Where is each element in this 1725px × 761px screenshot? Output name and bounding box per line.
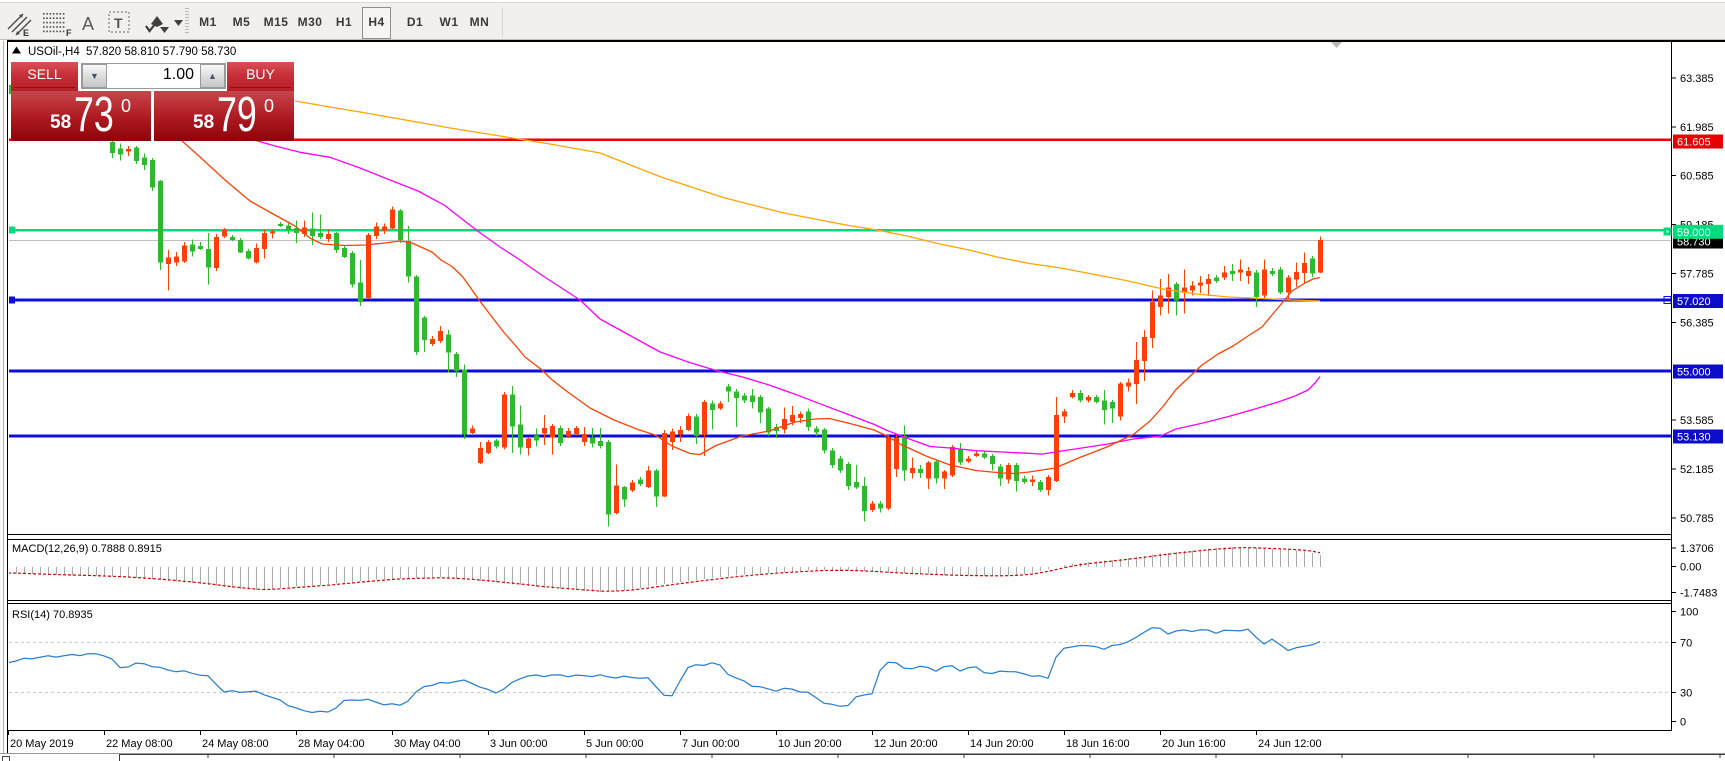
svg-text:100: 100 xyxy=(1680,607,1698,619)
svg-text:RSI(14) 70.8935: RSI(14) 70.8935 xyxy=(12,609,93,621)
svg-text:70: 70 xyxy=(1680,637,1692,649)
svg-text:61.985: 61.985 xyxy=(1680,122,1714,134)
svg-text:5 Jun 00:00: 5 Jun 00:00 xyxy=(586,738,644,750)
svg-text:12 Jun 20:00: 12 Jun 20:00 xyxy=(874,738,938,750)
svg-text:0.00: 0.00 xyxy=(1680,562,1701,574)
svg-text:1.3706: 1.3706 xyxy=(1680,543,1714,555)
svg-text:20 May 2019: 20 May 2019 xyxy=(10,738,74,750)
svg-text:24 Jun 12:00: 24 Jun 12:00 xyxy=(1258,738,1322,750)
svg-text:57.820 58.810 57.790 58.730: 57.820 58.810 57.790 58.730 xyxy=(86,46,236,58)
svg-text:55.000: 55.000 xyxy=(1677,367,1711,379)
svg-text:E: E xyxy=(23,28,29,38)
svg-text:52.185: 52.185 xyxy=(1680,464,1714,476)
svg-text:53.130: 53.130 xyxy=(1677,432,1711,444)
svg-text:61.605: 61.605 xyxy=(1677,137,1711,149)
svg-text:63.385: 63.385 xyxy=(1680,73,1714,85)
svg-text:28 May 04:00: 28 May 04:00 xyxy=(298,738,365,750)
svg-text:56.385: 56.385 xyxy=(1680,317,1714,329)
svg-text:57.785: 57.785 xyxy=(1680,269,1714,281)
svg-text:14 Jun 20:00: 14 Jun 20:00 xyxy=(970,738,1034,750)
svg-text:F: F xyxy=(66,28,72,38)
svg-text:24 May 08:00: 24 May 08:00 xyxy=(202,738,269,750)
svg-text:0: 0 xyxy=(1680,717,1686,729)
svg-text:A: A xyxy=(82,14,94,34)
svg-text:3 Jun 00:00: 3 Jun 00:00 xyxy=(490,738,548,750)
svg-text:USOil-,H4: USOil-,H4 xyxy=(28,46,80,58)
svg-text:30: 30 xyxy=(1680,687,1692,699)
svg-text:22 May 08:00: 22 May 08:00 xyxy=(106,738,173,750)
svg-text:20 Jun 16:00: 20 Jun 16:00 xyxy=(1162,738,1226,750)
svg-text:18 Jun 16:00: 18 Jun 16:00 xyxy=(1066,738,1130,750)
svg-text:T: T xyxy=(114,15,123,31)
svg-text:-1.7483: -1.7483 xyxy=(1680,587,1717,599)
svg-text:53.585: 53.585 xyxy=(1680,415,1714,427)
svg-text:58.730: 58.730 xyxy=(1677,237,1711,249)
svg-text:50.785: 50.785 xyxy=(1680,513,1714,525)
svg-text:30 May 04:00: 30 May 04:00 xyxy=(394,738,461,750)
svg-text:10 Jun 20:00: 10 Jun 20:00 xyxy=(778,738,842,750)
svg-text:59.000: 59.000 xyxy=(1677,227,1711,239)
svg-text:57.020: 57.020 xyxy=(1677,296,1711,308)
svg-text:MACD(12,26,9) 0.7888 0.8915: MACD(12,26,9) 0.7888 0.8915 xyxy=(12,543,162,555)
svg-text:7 Jun 00:00: 7 Jun 00:00 xyxy=(682,738,740,750)
svg-text:60.585: 60.585 xyxy=(1680,171,1714,183)
